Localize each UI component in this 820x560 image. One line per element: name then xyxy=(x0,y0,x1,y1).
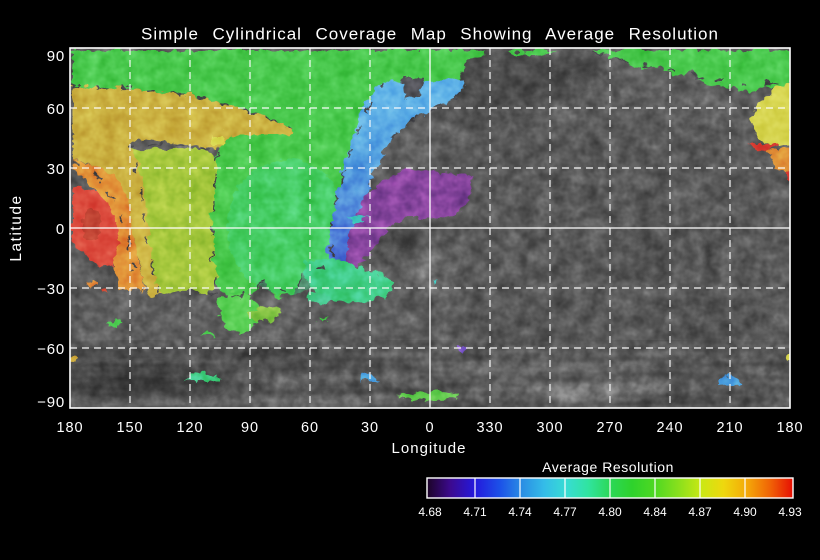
svg-text:4.74: 4.74 xyxy=(508,505,532,519)
svg-text:60: 60 xyxy=(47,101,65,118)
svg-text:180: 180 xyxy=(777,420,804,436)
svg-text:90: 90 xyxy=(241,420,259,436)
svg-text:180: 180 xyxy=(57,420,84,436)
svg-text:Average Resolution: Average Resolution xyxy=(542,459,674,475)
svg-text:120: 120 xyxy=(177,420,204,436)
svg-text:Latitude: Latitude xyxy=(8,194,25,261)
svg-text:240: 240 xyxy=(657,420,684,436)
svg-text:4.80: 4.80 xyxy=(598,505,622,519)
svg-text:−90: −90 xyxy=(37,394,65,411)
svg-text:0: 0 xyxy=(426,420,435,436)
svg-text:30: 30 xyxy=(361,420,379,436)
svg-text:210: 210 xyxy=(717,420,744,436)
svg-text:4.87: 4.87 xyxy=(688,505,712,519)
svg-text:0: 0 xyxy=(56,221,65,238)
svg-text:−30: −30 xyxy=(37,281,65,298)
svg-text:Simple Cylindrical Coverage Ma: Simple Cylindrical Coverage Map Showing … xyxy=(141,25,719,44)
svg-text:330: 330 xyxy=(477,420,504,436)
svg-text:150: 150 xyxy=(117,420,144,436)
svg-text:270: 270 xyxy=(597,420,624,436)
svg-text:4.93: 4.93 xyxy=(778,505,802,519)
svg-text:30: 30 xyxy=(47,161,65,178)
svg-text:Longitude: Longitude xyxy=(392,440,467,457)
svg-text:−60: −60 xyxy=(37,341,65,358)
svg-text:90: 90 xyxy=(47,48,65,65)
svg-text:4.77: 4.77 xyxy=(553,505,577,519)
svg-text:4.90: 4.90 xyxy=(733,505,757,519)
svg-text:4.84: 4.84 xyxy=(643,505,667,519)
svg-text:4.71: 4.71 xyxy=(463,505,487,519)
svg-text:300: 300 xyxy=(537,420,564,436)
svg-text:4.68: 4.68 xyxy=(418,505,442,519)
svg-text:60: 60 xyxy=(301,420,319,436)
